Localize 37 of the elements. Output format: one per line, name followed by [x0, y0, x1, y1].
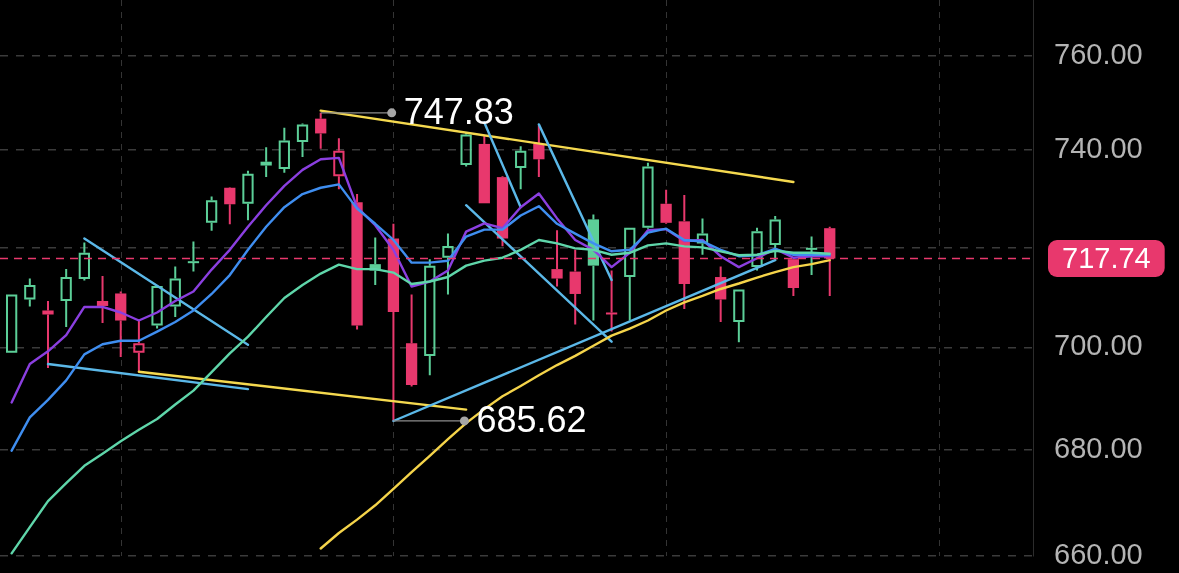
candlestick [205, 195, 218, 232]
y-tick-label: 660.00 [1054, 538, 1143, 570]
y-tick-label: 760.00 [1054, 37, 1143, 70]
candlestick [733, 289, 745, 344]
annotation: 747.83 [403, 90, 514, 132]
candlestick [605, 269, 618, 333]
candlestick [169, 265, 181, 319]
candlestick [515, 145, 527, 191]
candlestick [424, 258, 436, 377]
candlestick [533, 124, 545, 179]
candlestick [115, 290, 127, 358]
candlestick [278, 126, 290, 174]
candlestick [96, 275, 109, 325]
y-tick-label: 680.00 [1054, 432, 1143, 465]
annotation: 685.62 [476, 398, 587, 440]
ref-line-label: 717.74 [1062, 241, 1151, 274]
candlestick [333, 137, 345, 191]
candlestick [696, 217, 709, 256]
candlestick [78, 241, 90, 280]
candlestick [642, 161, 654, 228]
candlestick [60, 268, 72, 329]
candlestick [805, 235, 818, 277]
candlestick [133, 319, 145, 374]
candlestick [551, 229, 563, 288]
candlestick [478, 134, 490, 204]
candlestick [442, 232, 454, 296]
candlestick [624, 227, 636, 322]
y-tick-label: 700.00 [1054, 329, 1143, 362]
candlestick [24, 277, 36, 308]
candlestick [224, 187, 236, 226]
candlestick [242, 169, 254, 222]
y-tick-label: 740.00 [1054, 132, 1143, 165]
candlestick [405, 293, 418, 388]
candlestick [42, 299, 54, 370]
candlestick [260, 146, 272, 179]
candlestick [187, 240, 200, 273]
candlestick [315, 111, 327, 150]
